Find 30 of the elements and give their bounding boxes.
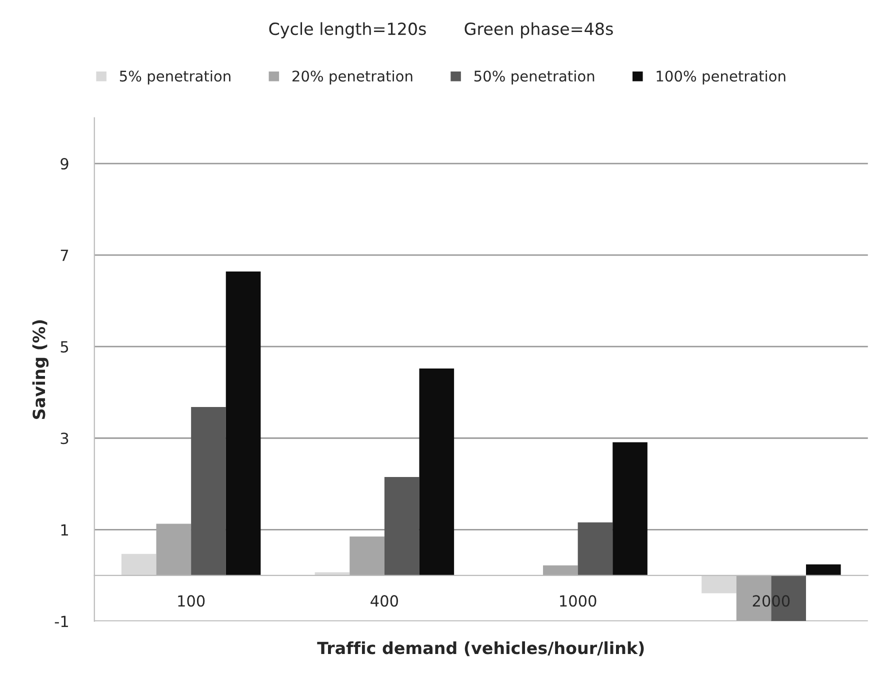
bar — [156, 524, 192, 576]
x-tick-label: 2000 — [752, 595, 790, 607]
y-tick-label: 1 — [61, 524, 68, 536]
bar — [612, 442, 648, 576]
legend-label: 50% penetration — [474, 70, 594, 84]
bar — [121, 554, 156, 576]
y-tick-label: 3 — [60, 432, 68, 444]
x-tick-label: 400 — [370, 595, 398, 607]
legend-label: 20% penetration — [292, 70, 412, 84]
bar — [702, 575, 736, 594]
legend-label: 100% penetration — [656, 70, 786, 84]
x-axis-title: Traffic demand (vehicles/hour/link) — [317, 641, 644, 656]
bar — [350, 536, 384, 576]
y-tick-label: 5 — [60, 341, 68, 353]
y-tick-label: 7 — [60, 250, 68, 261]
y-tick-label: -1 — [54, 616, 68, 627]
y-axis-title: Saving (%) — [32, 320, 49, 419]
chart-title: Cycle length=120s Green phase=48s — [269, 22, 613, 38]
y-tick-label: 9 — [60, 158, 68, 170]
bar — [226, 272, 261, 576]
legend-label: 5% penetration — [120, 70, 230, 84]
bar — [806, 564, 841, 576]
x-tick-label: 100 — [178, 595, 205, 607]
bar — [191, 407, 226, 576]
x-tick-label: 1000 — [560, 595, 596, 607]
bar — [578, 522, 613, 576]
bar — [543, 565, 578, 576]
bar — [419, 368, 454, 576]
bar — [314, 572, 350, 576]
bar — [384, 477, 420, 576]
